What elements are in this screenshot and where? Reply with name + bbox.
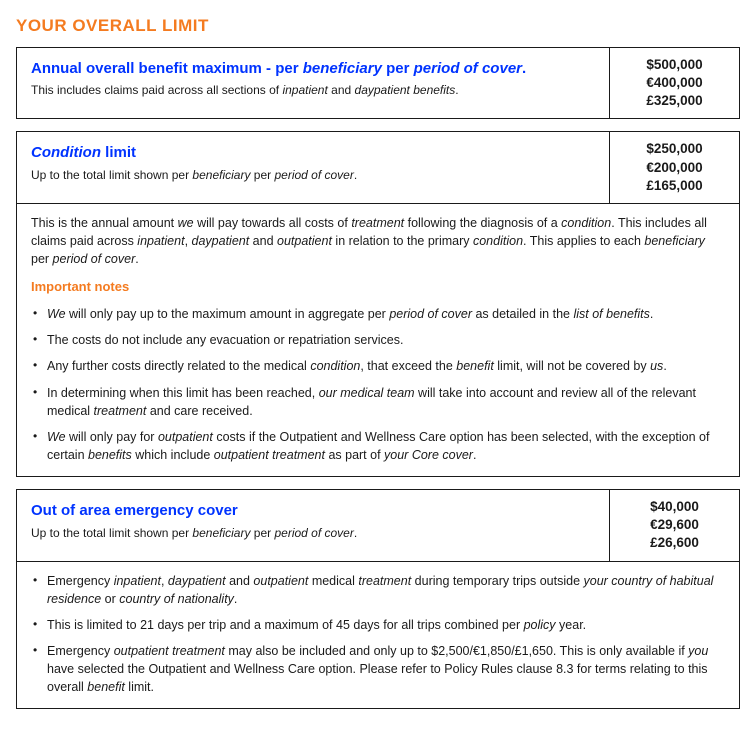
notes-item: In determining when this limit has been …	[31, 384, 725, 420]
benefit-header-row: Annual overall benefit maximum - per ben…	[17, 48, 739, 119]
notes-item: Emergency inpatient, daypatient and outp…	[31, 572, 725, 608]
amount-value: $500,000	[620, 56, 729, 74]
benefit-subtitle: This includes claims paid across all sec…	[31, 82, 595, 99]
notes-list: Emergency inpatient, daypatient and outp…	[31, 572, 725, 697]
benefit-amounts: $500,000€400,000£325,000	[609, 48, 739, 119]
amount-value: £26,600	[620, 534, 729, 552]
benefit-title: Out of area emergency cover	[31, 500, 595, 522]
benefit-left: Condition limit Up to the total limit sho…	[17, 132, 609, 203]
benefit-block: Condition limit Up to the total limit sho…	[16, 131, 740, 477]
benefit-subtitle: Up to the total limit shown per benefici…	[31, 525, 595, 542]
benefit-left: Annual overall benefit maximum - per ben…	[17, 48, 609, 119]
notes-item: This is limited to 21 days per trip and …	[31, 616, 725, 634]
amount-value: €200,000	[620, 159, 729, 177]
benefit-body: This is the annual amount we will pay to…	[17, 204, 739, 476]
amount-value: €29,600	[620, 516, 729, 534]
benefit-header-row: Condition limit Up to the total limit sho…	[17, 132, 739, 204]
notes-item: Emergency outpatient treatment may also …	[31, 642, 725, 696]
amount-value: £165,000	[620, 177, 729, 195]
benefit-body: Emergency inpatient, daypatient and outp…	[17, 562, 739, 709]
amount-value: €400,000	[620, 74, 729, 92]
benefit-header-row: Out of area emergency cover Up to the tot…	[17, 490, 739, 562]
amount-value: $40,000	[620, 498, 729, 516]
notes-item: Any further costs directly related to th…	[31, 357, 725, 375]
amount-value: $250,000	[620, 140, 729, 158]
benefit-block: Out of area emergency cover Up to the tot…	[16, 489, 740, 709]
benefit-left: Out of area emergency cover Up to the tot…	[17, 490, 609, 561]
notes-heading: Important notes	[31, 278, 725, 297]
benefit-title: Condition limit	[31, 142, 595, 164]
benefit-title: Annual overall benefit maximum - per ben…	[31, 58, 595, 80]
benefit-amounts: $40,000€29,600£26,600	[609, 490, 739, 561]
amount-value: £325,000	[620, 92, 729, 110]
notes-list: We will only pay up to the maximum amoun…	[31, 305, 725, 464]
notes-item: The costs do not include any evacuation …	[31, 331, 725, 349]
benefit-subtitle: Up to the total limit shown per benefici…	[31, 167, 595, 184]
benefit-amounts: $250,000€200,000£165,000	[609, 132, 739, 203]
notes-item: We will only pay for outpatient costs if…	[31, 428, 725, 464]
notes-item: We will only pay up to the maximum amoun…	[31, 305, 725, 323]
benefit-block: Annual overall benefit maximum - per ben…	[16, 47, 740, 120]
page-title: YOUR OVERALL LIMIT	[16, 14, 740, 39]
benefit-description: This is the annual amount we will pay to…	[31, 214, 725, 268]
